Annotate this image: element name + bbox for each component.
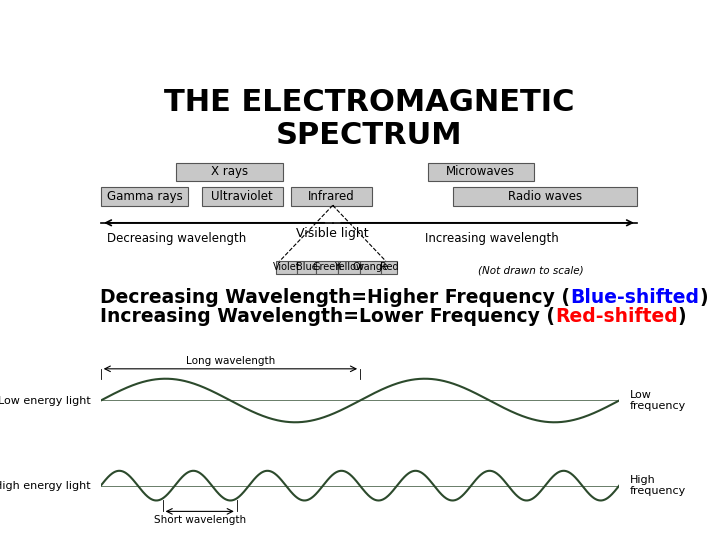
Text: ): ) xyxy=(678,307,686,326)
Bar xyxy=(297,261,316,274)
Bar xyxy=(101,187,188,206)
Bar xyxy=(316,261,338,274)
Text: ): ) xyxy=(699,288,708,307)
Text: Low energy light: Low energy light xyxy=(0,395,91,406)
Text: High
frequency: High frequency xyxy=(629,475,685,496)
Text: Microwaves: Microwaves xyxy=(446,165,515,178)
Bar xyxy=(359,261,381,274)
Text: Decreasing wavelength: Decreasing wavelength xyxy=(107,232,246,245)
Text: Red: Red xyxy=(379,262,398,272)
Bar xyxy=(276,261,297,274)
Text: Increasing Wavelength=Lower Frequency (: Increasing Wavelength=Lower Frequency ( xyxy=(100,307,555,326)
Text: Violet: Violet xyxy=(273,262,300,272)
Bar xyxy=(202,187,282,206)
Text: THE ELECTROMAGNETIC
SPECTRUM: THE ELECTROMAGNETIC SPECTRUM xyxy=(163,87,575,150)
Bar xyxy=(176,163,282,181)
Text: Long wavelength: Long wavelength xyxy=(186,356,275,366)
Text: Red-shifted: Red-shifted xyxy=(555,307,678,326)
Text: Orange: Orange xyxy=(352,262,388,272)
Bar xyxy=(428,163,534,181)
Text: Green: Green xyxy=(312,262,342,272)
Text: Decreasing Wavelength=Higher Frequency (: Decreasing Wavelength=Higher Frequency ( xyxy=(100,288,570,307)
Text: Short wavelength: Short wavelength xyxy=(153,515,246,525)
Text: Low
frequency: Low frequency xyxy=(629,390,685,411)
Text: High energy light: High energy light xyxy=(0,481,91,491)
Text: Blue-shifted: Blue-shifted xyxy=(570,288,699,307)
Bar xyxy=(338,261,359,274)
Bar xyxy=(381,261,397,274)
Bar xyxy=(453,187,636,206)
Text: Visible light: Visible light xyxy=(297,227,369,240)
Text: Increasing wavelength: Increasing wavelength xyxy=(425,232,559,245)
Text: Ultraviolet: Ultraviolet xyxy=(211,190,273,204)
Text: Infrared: Infrared xyxy=(308,190,355,204)
Text: (Not drawn to scale): (Not drawn to scale) xyxy=(478,266,584,275)
Text: Radio waves: Radio waves xyxy=(508,190,582,204)
Text: Yellow: Yellow xyxy=(334,262,364,272)
Text: Blue: Blue xyxy=(296,262,318,272)
Text: X rays: X rays xyxy=(211,165,248,178)
Text: Gamma rays: Gamma rays xyxy=(107,190,182,204)
Bar xyxy=(291,187,372,206)
